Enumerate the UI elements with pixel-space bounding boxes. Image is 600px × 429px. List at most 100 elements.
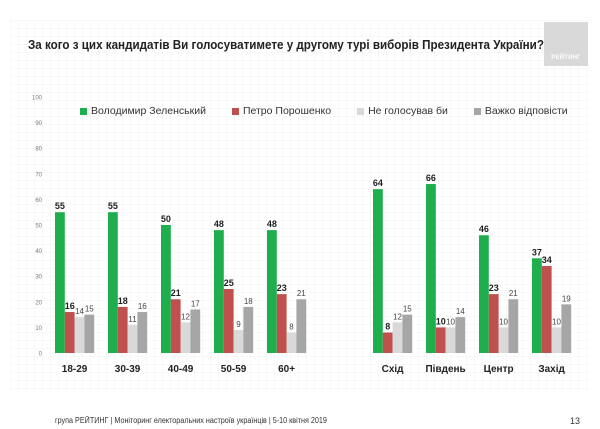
bar-hard_to_say [190, 309, 201, 353]
bar-zelensky [161, 225, 171, 353]
bar-zelensky [108, 212, 118, 353]
data-label: 23 [489, 283, 499, 293]
data-label: 10 [499, 317, 508, 326]
data-label: 10 [552, 317, 561, 326]
y-tick-label: 70 [35, 172, 42, 178]
y-tick-label: 60 [35, 198, 42, 204]
y-tick-label: 10 [35, 326, 42, 332]
page-number: 13 [570, 416, 581, 426]
bar-zelensky [479, 235, 489, 353]
legend-swatch-poroshenko [231, 107, 239, 115]
bar-poroshenko [435, 327, 446, 353]
logo-text: РЕЙТИНГ [551, 55, 581, 61]
data-label: 21 [297, 289, 306, 298]
data-label: 12 [393, 312, 402, 321]
data-label: 14 [75, 307, 84, 316]
y-tick-label: 90 [35, 121, 42, 127]
data-label: 8 [385, 322, 390, 332]
data-label: 10 [446, 317, 455, 326]
bar-poroshenko [64, 312, 75, 353]
x-category-label: Схід [382, 364, 405, 375]
legend-label: Володимир Зеленський [91, 105, 206, 117]
x-category-label: 30-39 [115, 364, 141, 375]
bar-not_vote [74, 317, 85, 353]
x-category-label: 60+ [278, 364, 295, 375]
bar-poroshenko [488, 294, 499, 353]
data-label: 16 [138, 302, 147, 311]
data-label: 50 [161, 214, 171, 224]
x-category-label: 18-29 [62, 364, 88, 375]
bar-not_vote [180, 322, 191, 353]
legend-item-poroshenko: Петро Порошенко [231, 105, 332, 117]
data-label: 15 [85, 305, 94, 314]
bar-poroshenko [541, 265, 552, 353]
bar-poroshenko [117, 306, 128, 353]
data-label: 37 [532, 247, 542, 257]
legend-swatch-hard-to-say [473, 107, 481, 115]
data-label: 9 [236, 320, 241, 329]
data-label: 48 [214, 219, 224, 229]
legend-label: Петро Порошенко [242, 105, 332, 117]
bar-hard_to_say [296, 299, 307, 353]
data-label: 64 [373, 178, 383, 188]
x-category-label: 40-49 [168, 364, 194, 375]
bar-not_vote [286, 332, 297, 353]
bar-hard_to_say [455, 317, 466, 353]
data-label: 14 [456, 307, 465, 316]
data-label: 12 [181, 312, 190, 321]
bar-zelensky [267, 230, 277, 353]
bar-poroshenko [223, 289, 234, 353]
page-title: За кого з цих кандидатів Ви голосуватиме… [28, 38, 544, 52]
data-label: 8 [289, 323, 294, 332]
data-label: 66 [426, 173, 436, 183]
bar-not_vote [127, 324, 138, 353]
data-label: 34 [542, 255, 552, 265]
bar-poroshenko [170, 299, 181, 353]
x-category-label: Південь [425, 364, 465, 375]
legend-item-zelensky: Володимир Зеленський [80, 105, 206, 117]
data-label: 16 [65, 301, 75, 311]
legend-item-hard-to-say: Важко відповісти [473, 105, 568, 117]
data-label: 10 [436, 316, 446, 326]
data-label: 17 [191, 299, 200, 308]
data-label: 48 [267, 219, 277, 229]
data-label: 18 [118, 296, 128, 306]
bar-poroshenko [276, 294, 287, 353]
x-category-label: Центр [484, 364, 514, 375]
legend-item-not-vote: Не голосував би [357, 105, 448, 117]
y-tick-label: 50 [35, 224, 42, 230]
bar-hard_to_say [508, 299, 519, 353]
rating-logo: РЕЙТИНГ [544, 22, 588, 66]
x-category-label: 50-59 [221, 364, 247, 375]
legend-label: Важко відповісти [484, 105, 568, 117]
bar-not_vote [445, 327, 456, 353]
y-tick-label: 30 [35, 275, 42, 281]
chart-legend: Володимир Зеленський Петро Порошенко Не … [80, 105, 594, 117]
data-label: 18 [244, 297, 253, 306]
bar-hard_to_say [137, 312, 148, 353]
data-label: 15 [403, 305, 412, 314]
y-tick-label: 80 [35, 147, 42, 153]
data-label: 11 [128, 315, 137, 324]
x-category-label: Захід [538, 364, 565, 375]
bar-zelensky [532, 258, 542, 353]
bar-not_vote [392, 322, 403, 353]
data-label: 21 [509, 289, 518, 298]
bar-zelensky [55, 212, 65, 353]
data-label: 19 [562, 294, 571, 303]
bar-not_vote [233, 329, 244, 353]
legend-swatch-not-vote [357, 107, 365, 115]
bar-zelensky [373, 189, 383, 353]
legend-swatch-zelensky [80, 107, 87, 115]
y-tick-label: 0 [39, 352, 43, 358]
bar-not_vote [551, 327, 562, 353]
bar-hard_to_say [243, 306, 254, 353]
data-label: 21 [171, 288, 181, 298]
bar-hard_to_say [561, 304, 572, 353]
y-tick-label: 40 [35, 249, 42, 255]
data-label: 46 [479, 224, 489, 234]
data-label: 25 [224, 278, 234, 288]
bar-hard_to_say [84, 314, 95, 353]
footer-text: група РЕЙТИНГ | Моніторинг електоральних… [55, 416, 327, 425]
